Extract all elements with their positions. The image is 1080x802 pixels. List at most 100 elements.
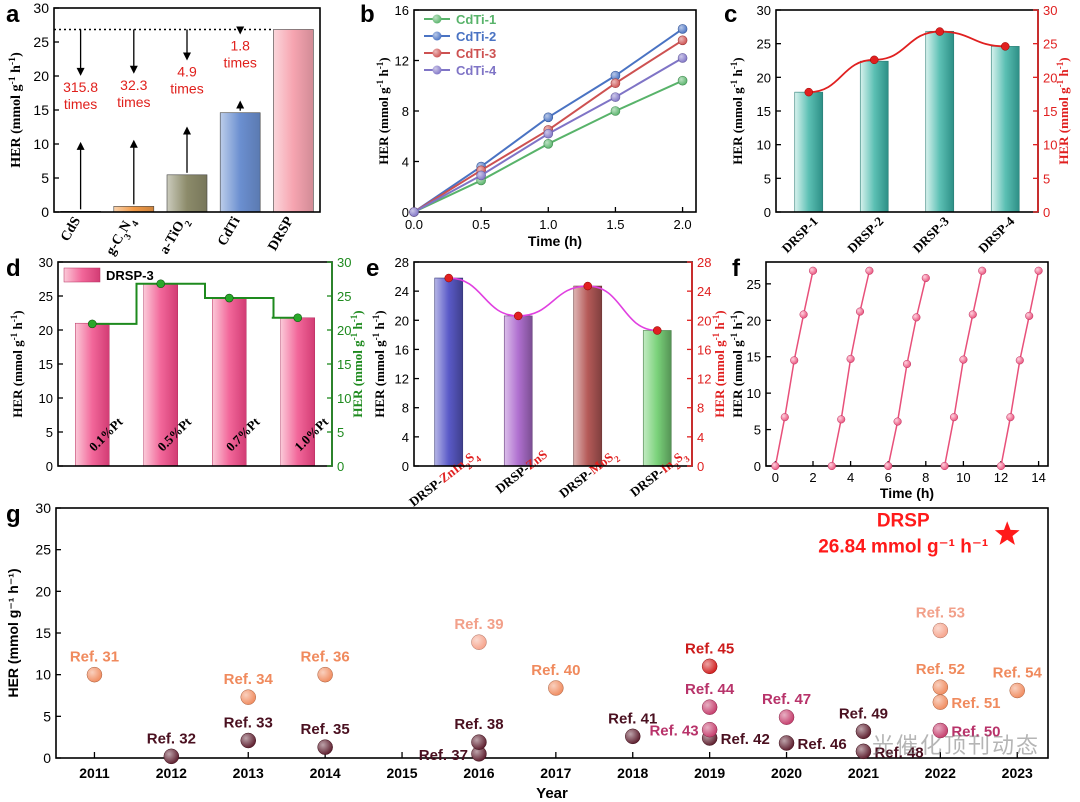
data-point (610, 92, 621, 102)
data-point (921, 273, 930, 283)
y-tick-label: 15 (35, 625, 51, 641)
axis-label-fragment: -1 (711, 332, 721, 340)
y-tick-label: 5 (754, 423, 761, 438)
y-tick-label: 0 (402, 205, 409, 220)
arrow-head-down (129, 65, 138, 74)
data-point (790, 356, 799, 365)
fold-annotation: times (223, 54, 256, 70)
bar (503, 315, 533, 467)
data-point (799, 310, 808, 319)
y-axis-label: HER (mmol g⁻¹ h⁻¹) (5, 568, 21, 697)
x-tick-label: 0.0 (405, 217, 423, 232)
y-tick-label-right: 4 (697, 430, 704, 445)
point-label: Ref. 52 (916, 661, 965, 678)
y-tick-label: 5 (41, 170, 49, 186)
axis-label-fragment: HER (mmol g (712, 340, 727, 418)
y-tick-label: 5 (764, 171, 771, 186)
y-tick-label-right: 28 (697, 255, 711, 270)
watermark: 光催化顶刊动态 (871, 734, 1040, 759)
y-axis-label-right: HER (mmol g-1 h-1) (1055, 57, 1071, 164)
axis-label-fragment: HER (mmol g (10, 340, 25, 418)
trend-point (583, 281, 592, 291)
data-point (317, 666, 333, 683)
axis-label-fragment: -1 (371, 314, 381, 322)
trend-point (444, 273, 453, 283)
bar (434, 277, 464, 467)
x-tick-label: 12 (994, 470, 1008, 485)
bar (794, 91, 824, 213)
data-point (778, 735, 795, 751)
y-tick-label: 5 (46, 425, 53, 440)
bar (113, 206, 155, 213)
y-tick-label: 25 (747, 277, 761, 292)
data-point (893, 417, 902, 426)
legend-label: CdTi-1 (456, 12, 496, 27)
x-tick-label: 1.0 (539, 217, 557, 232)
trend-point (804, 87, 813, 97)
panel-a: 315.8times32.3times4.9times1.8times05101… (7, 0, 321, 259)
axis-label-fragment: -1 (9, 332, 19, 340)
axis-label-fragment: -1 (9, 314, 19, 322)
y-tick-label-right: 10 (337, 391, 351, 406)
y-tick-label: 0 (402, 459, 409, 474)
y-axis-label: HER (mmol g-1 h-1) (9, 310, 25, 417)
point-label: Ref. 51 (951, 695, 1000, 712)
axis-label-fragment: HER (mmol g (730, 340, 745, 418)
y-tick-label-right: 30 (1043, 3, 1057, 18)
arrow-head-down (76, 67, 85, 76)
y-tick-label-right: 24 (697, 284, 711, 299)
data-point (240, 689, 256, 705)
axis-label-fragment: ) (372, 310, 387, 314)
y-tick-label-right: 0 (697, 459, 704, 474)
x-tick-label: 2021 (848, 765, 879, 781)
point-label: Ref. 49 (839, 705, 888, 722)
axis-label-fragment: h (350, 322, 365, 333)
y-tick-label-right: 12 (697, 372, 711, 387)
data-point (409, 207, 419, 217)
trend-point (156, 279, 166, 289)
data-point (855, 307, 865, 316)
y-axis-label: HER (mmol g-1 h-1) (729, 57, 745, 164)
trend-point (1001, 42, 1010, 51)
axis-label-fragment: -1 (711, 314, 721, 322)
x-tick-label: 2022 (925, 765, 956, 781)
data-point (543, 139, 554, 149)
x-tick-label: DRSP-1 (779, 214, 821, 256)
axis-label-fragment: h (372, 322, 387, 333)
bar (143, 283, 178, 467)
bar (573, 285, 603, 467)
x-tick-label: 2016 (463, 765, 494, 781)
y-tick-label-right: 8 (697, 401, 704, 416)
label-fragment: 4 (473, 453, 483, 464)
x-tick-label: 2018 (617, 765, 648, 781)
y-tick-label: 30 (33, 0, 49, 16)
legend-swatch (63, 267, 101, 283)
trend-point (293, 313, 303, 323)
y-axis-label: HER (mmol g-1 h-1) (7, 52, 25, 168)
axis-label-fragment: -1 (729, 332, 739, 340)
y-tick-label-right: 20 (337, 323, 351, 338)
y-tick-label-right: 0 (337, 459, 344, 474)
data-point (846, 354, 855, 363)
axis-label-fragment: HER (mmol g (372, 340, 387, 418)
panel-d: 0.1%Pt 0.5%Pt 0.7%Pt 1.0%PtDRSP-30510152025… (9, 255, 365, 474)
arrow-head-down (236, 26, 245, 35)
point-label: Ref. 36 (301, 649, 350, 666)
y-tick-label: 0 (41, 204, 49, 220)
axis-label-fragment: -1 (1055, 61, 1065, 69)
axis-label-fragment: ) (350, 310, 365, 314)
data-point (701, 721, 718, 738)
x-tick-label: a-TiO2 (157, 214, 194, 259)
axis-label-fragment: -1 (7, 57, 18, 65)
label-fragment: 3 (122, 232, 134, 242)
bar (273, 29, 314, 213)
point-label: Ref. 37 (419, 747, 468, 764)
data-point (476, 170, 486, 181)
x-tick-label: 2012 (156, 765, 187, 781)
point-label: Ref. 54 (993, 665, 1043, 682)
panel-letter-d: d (6, 255, 21, 282)
point-label: Ref. 47 (762, 691, 811, 708)
x-tick-label: 2015 (386, 765, 417, 781)
legend-marker (432, 31, 442, 41)
data-point (855, 743, 872, 760)
